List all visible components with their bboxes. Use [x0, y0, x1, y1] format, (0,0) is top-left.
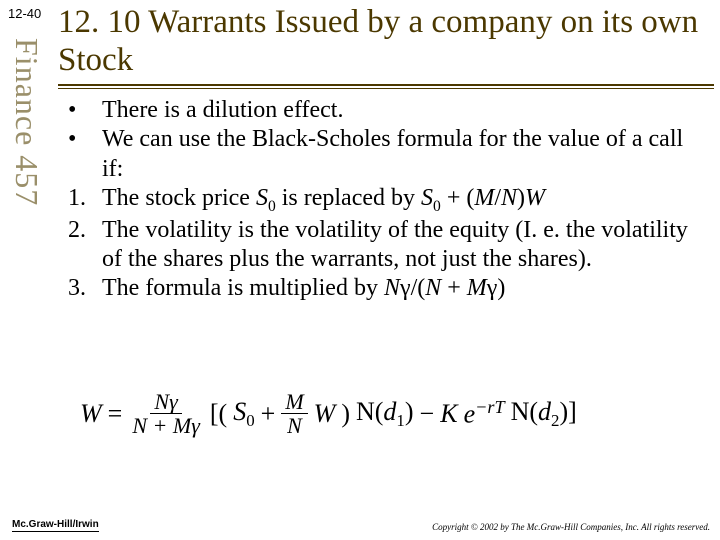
plus1: + [261, 399, 276, 429]
bullet-row: 2.The volatility is the volatility of th… [62, 216, 708, 275]
bullet-marker: 1. [62, 184, 102, 216]
bullet-text: We can use the Black-Scholes formula for… [102, 125, 708, 184]
minus: − [420, 399, 435, 429]
bullet-marker: • [62, 96, 102, 125]
formula: W = Nγ N + Mγ [( S0 + M N W ) N(d1) − K … [80, 390, 577, 437]
frac2-den: N [283, 414, 306, 437]
slide-body: •There is a dilution effect.•We can use … [62, 96, 708, 303]
bracket-open: [( [210, 399, 227, 429]
footer-copyright: Copyright © 2002 by The Mc.Graw-Hill Com… [432, 522, 710, 532]
bullet-row: 1.The stock price S0 is replaced by S0 +… [62, 184, 708, 216]
slide-title: 12. 10 Warrants Issued by a company on i… [58, 4, 716, 80]
formula-lhs: W [80, 399, 102, 429]
sidebar-course-label: Finance 457 [8, 38, 45, 206]
formula-W2: W [314, 399, 336, 429]
bullet-marker: 2. [62, 216, 102, 275]
Nd1: N(d1) [356, 397, 414, 431]
formula-S0: S0 [233, 397, 254, 431]
bullet-marker: 3. [62, 274, 102, 303]
title-underline [58, 84, 714, 89]
formula-frac2: M N [281, 390, 307, 437]
bullet-marker: • [62, 125, 102, 184]
footer-publisher: Mc.Graw-Hill/Irwin [12, 519, 99, 532]
formula-e: e−rT [464, 397, 505, 430]
bullet-row: 3.The formula is multiplied by Nγ/(N + M… [62, 274, 708, 303]
page-number: 12-40 [8, 6, 41, 21]
frac2-num: M [281, 390, 307, 414]
Nd2: N(d2)] [511, 397, 577, 431]
formula-K: K [440, 399, 457, 429]
bullet-text: The stock price S0 is replaced by S0 + (… [102, 184, 708, 216]
frac1-den: N + Mγ [128, 414, 204, 437]
frac1-num: Nγ [150, 390, 181, 414]
formula-frac1: Nγ N + Mγ [128, 390, 204, 437]
equals: = [108, 399, 123, 429]
bullet-text: There is a dilution effect. [102, 96, 708, 125]
bullet-text: The volatility is the volatility of the … [102, 216, 708, 275]
bullet-row: •There is a dilution effect. [62, 96, 708, 125]
close1: ) [341, 399, 350, 429]
bullet-text: The formula is multiplied by Nγ/(N + Mγ) [102, 274, 708, 303]
bullet-row: •We can use the Black-Scholes formula fo… [62, 125, 708, 184]
